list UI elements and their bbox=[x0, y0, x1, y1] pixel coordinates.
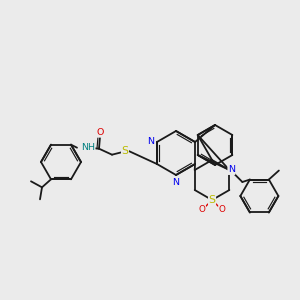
Text: O: O bbox=[219, 206, 226, 214]
Text: S: S bbox=[122, 146, 128, 156]
Text: S: S bbox=[208, 195, 216, 205]
Text: N: N bbox=[147, 137, 154, 146]
Text: N: N bbox=[228, 166, 235, 175]
Text: O: O bbox=[96, 128, 104, 137]
Text: NH: NH bbox=[81, 143, 95, 152]
Text: O: O bbox=[199, 206, 206, 214]
Text: N: N bbox=[172, 178, 179, 187]
